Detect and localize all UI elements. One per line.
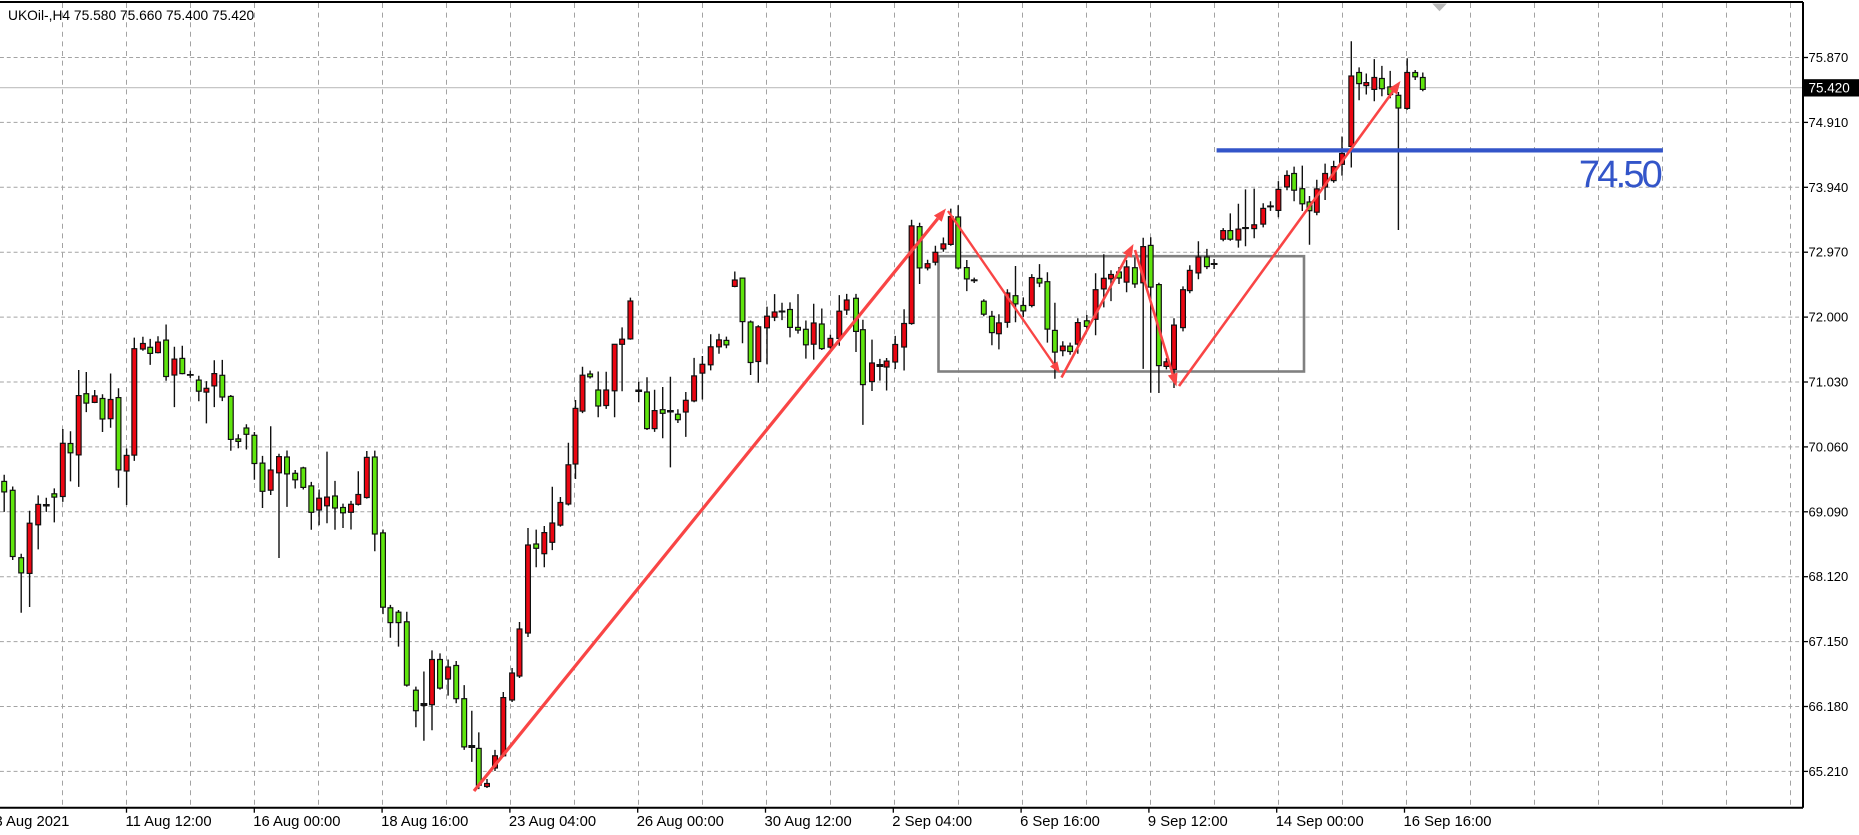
svg-text:71.030: 71.030 — [1809, 375, 1849, 390]
svg-text:6 Sep 16:00: 6 Sep 16:00 — [1020, 814, 1100, 830]
svg-text:72.970: 72.970 — [1809, 245, 1849, 260]
svg-text:UKOil-,H4 75.580 75.660 75.40: UKOil-,H4 75.580 75.660 75.400 75.420 — [8, 8, 255, 23]
svg-text:73.940: 73.940 — [1809, 180, 1849, 195]
svg-text:75.420: 75.420 — [1809, 80, 1850, 95]
svg-text:9 Sep 12:00: 9 Sep 12:00 — [1148, 814, 1228, 830]
svg-text:72.000: 72.000 — [1809, 310, 1849, 325]
svg-text:68.120: 68.120 — [1809, 569, 1849, 584]
svg-text:11 Aug 12:00: 11 Aug 12:00 — [126, 814, 212, 830]
svg-text:23 Aug 04:00: 23 Aug 04:00 — [509, 814, 596, 830]
svg-text:26 Aug 00:00: 26 Aug 00:00 — [637, 814, 724, 830]
svg-text:18 Aug 16:00: 18 Aug 16:00 — [381, 814, 468, 830]
svg-text:69.090: 69.090 — [1809, 504, 1849, 519]
svg-text:14 Sep 00:00: 14 Sep 00:00 — [1276, 814, 1364, 830]
svg-text:2 Sep 04:00: 2 Sep 04:00 — [892, 814, 972, 830]
svg-text:65.210: 65.210 — [1809, 764, 1849, 779]
svg-text:66.180: 66.180 — [1809, 699, 1849, 714]
svg-text:16 Sep 16:00: 16 Sep 16:00 — [1404, 814, 1492, 830]
svg-text:16 Aug 00:00: 16 Aug 00:00 — [253, 814, 340, 830]
svg-text:3 Aug 2021: 3 Aug 2021 — [0, 814, 69, 830]
svg-text:70.060: 70.060 — [1809, 439, 1849, 454]
svg-text:67.150: 67.150 — [1809, 634, 1849, 649]
svg-text:75.870: 75.870 — [1809, 50, 1849, 65]
svg-text:30 Aug 12:00: 30 Aug 12:00 — [765, 814, 852, 830]
svg-text:74.50: 74.50 — [1579, 154, 1662, 196]
svg-text:74.910: 74.910 — [1809, 115, 1849, 130]
